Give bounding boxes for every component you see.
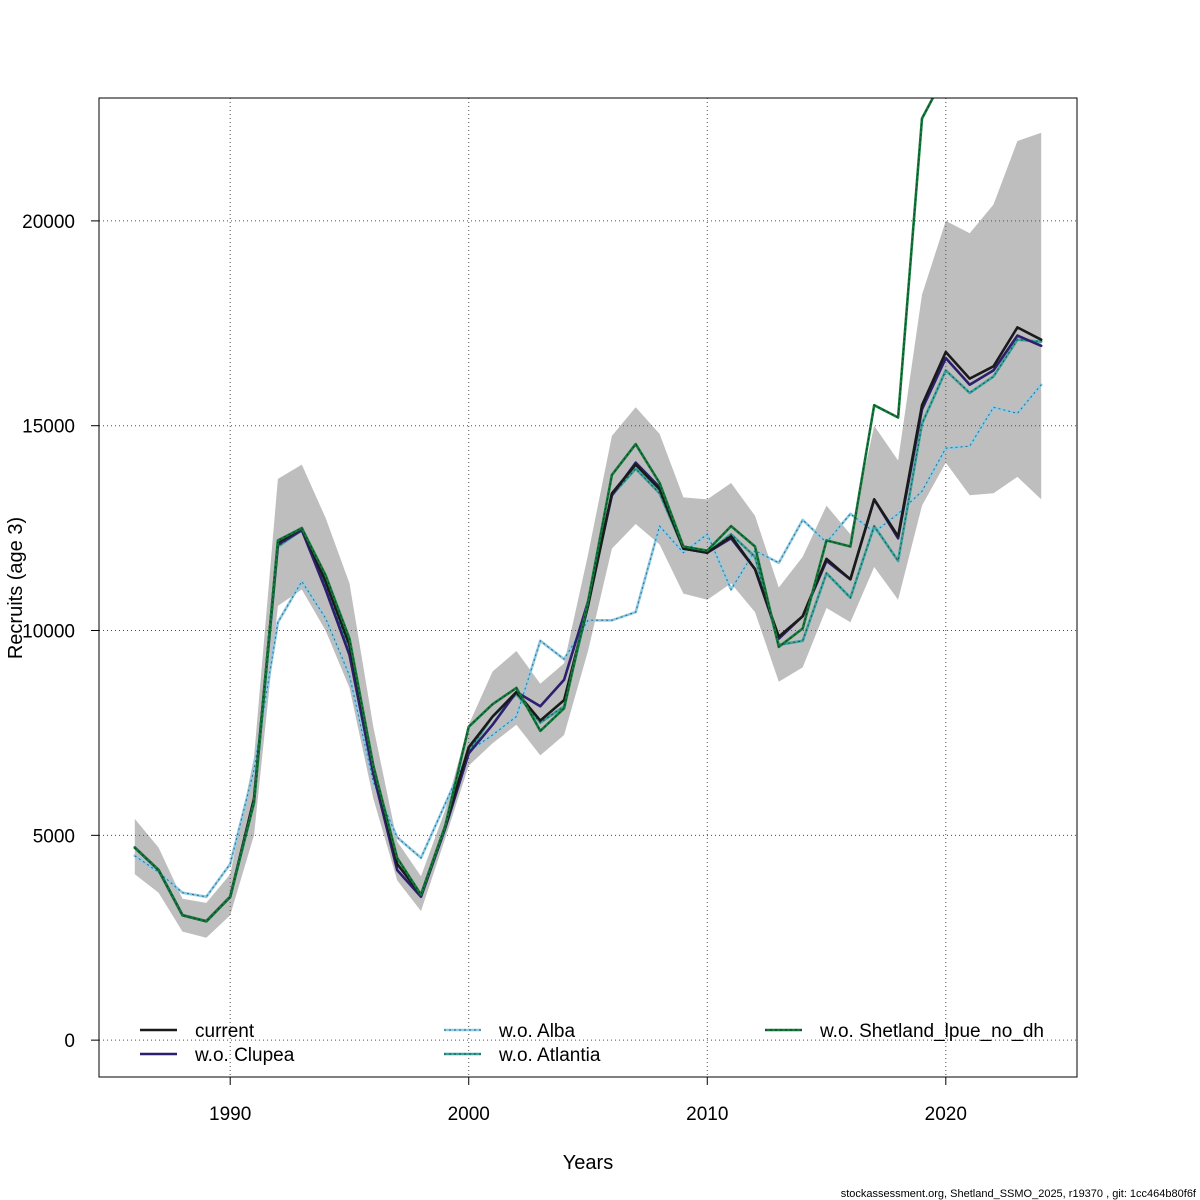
plot-frame [98, 97, 1078, 1078]
plot-area [99, 98, 1077, 1077]
legend-label-w-o-atlantia: w.o. Atlantia [498, 1045, 601, 1066]
legend-label-w-o-shetland-lpue-no-dh: w.o. Shetland_lpue_no_dh [819, 1021, 1044, 1042]
y-tick-label: 20000 [22, 212, 75, 233]
footer-text: stockassessment.org, Shetland_SSMO_2025,… [841, 1188, 1197, 1200]
y-tick-label: 5000 [33, 826, 75, 847]
series-dash-overlay-w-o-alba [134, 384, 1042, 898]
grid-layer [99, 98, 1077, 1077]
y-tick-label: 10000 [22, 622, 75, 643]
x-tick-label: 2000 [448, 1104, 490, 1125]
series-dash-overlay-w-o-shetland-lpue-no-dh [134, 98, 934, 922]
series-layer [133, 98, 1043, 923]
x-tick-label: 2010 [686, 1104, 728, 1125]
legend-label-w-o-clupea: w.o. Clupea [194, 1045, 295, 1066]
legend: current w.o. Clupea w.o. Alba w.o. Atlantia… [140, 1021, 1044, 1066]
x-tick-label: 2020 [925, 1104, 967, 1125]
axis-layer: 1990 2000 2010 2020 0 5000 10000 15000 20000 [22, 212, 967, 1125]
y-tick-label: 0 [64, 1031, 75, 1052]
confidence-band-layer [134, 132, 1042, 938]
confidence-band [134, 132, 1042, 938]
x-tick-label: 1990 [209, 1104, 251, 1125]
legend-label-w-o-alba: w.o. Alba [498, 1021, 575, 1042]
legend-label-current: current [195, 1021, 255, 1042]
y-axis-label: Recruits (age 3) [5, 517, 27, 659]
y-tick-label: 15000 [22, 417, 75, 438]
x-axis-label: Years [563, 1152, 613, 1174]
